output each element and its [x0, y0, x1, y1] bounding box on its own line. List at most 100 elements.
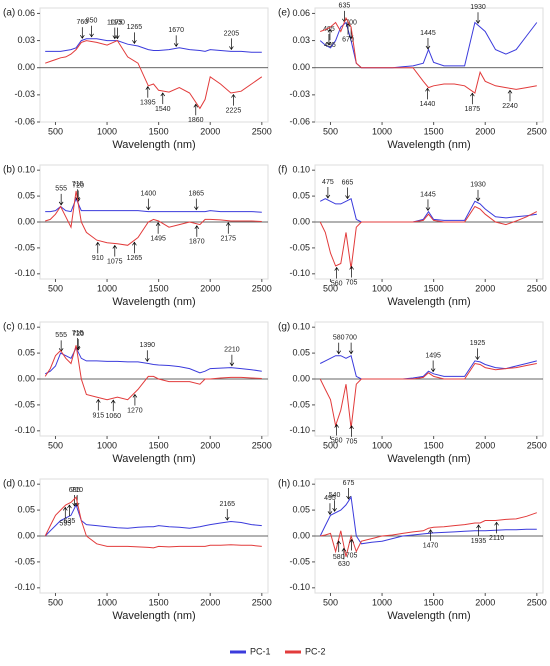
x-tick-label: 1000: [372, 440, 392, 450]
x-tick-label: 1500: [424, 440, 444, 450]
series-line: [44, 346, 262, 375]
y-tick-label: 0.05: [17, 190, 35, 200]
arrow-head: [224, 516, 230, 521]
series-line: [319, 362, 537, 429]
y-tick-label: -0.05: [289, 242, 310, 252]
y-tick-label: 0.00: [292, 216, 310, 226]
x-axis-label: Wavelength (nm): [387, 296, 470, 308]
annotation: 1400: [141, 190, 157, 197]
annotation: 2225: [226, 107, 242, 114]
x-axis-label: Wavelength (nm): [112, 453, 195, 465]
annotation: 1075: [107, 258, 123, 265]
y-tick-label: -0.05: [289, 556, 310, 566]
annotation: 635: [339, 3, 351, 10]
arrow-head: [349, 265, 354, 270]
x-tick-label: 2500: [252, 597, 272, 607]
arrow-head: [425, 45, 431, 50]
annotation: 675: [343, 480, 355, 487]
annotation: 1075: [107, 19, 123, 26]
y-tick-label: 0.00: [17, 373, 35, 383]
x-tick-label: 500: [48, 126, 63, 136]
y-tick-label: -0.05: [14, 399, 35, 409]
arrow-head: [155, 222, 161, 227]
annotation: 1540: [155, 106, 171, 113]
annotation: 560: [331, 437, 343, 444]
arrow-head: [430, 368, 436, 373]
annotation: 1445: [420, 191, 436, 198]
x-tick-label: 2000: [475, 440, 495, 450]
annotation: 685: [69, 487, 81, 494]
y-tick-label: 0.05: [17, 504, 35, 514]
y-tick-label: -0.05: [14, 242, 35, 252]
arrow-head: [74, 502, 80, 507]
y-tick-label: 0.00: [17, 530, 35, 540]
y-tick-label: -0.06: [14, 116, 35, 126]
x-tick-label: 1500: [424, 283, 444, 293]
arrow-head: [336, 350, 342, 355]
x-axis-label: Wavelength (nm): [387, 453, 470, 465]
annotation: 1865: [189, 190, 205, 197]
series-line: [319, 495, 537, 545]
x-tick-label: 2500: [252, 283, 272, 293]
y-tick-label: 0.00: [292, 373, 310, 383]
arrow-head: [425, 87, 430, 92]
annotation: 2240: [502, 103, 518, 110]
series-line: [319, 354, 537, 380]
arrow-head: [327, 28, 333, 33]
legend-label: PC-1: [250, 646, 271, 656]
arrow-head: [62, 506, 68, 511]
panel-label: (d): [3, 479, 15, 490]
y-tick-label: 0.00: [17, 62, 35, 72]
annotation: 710: [71, 487, 83, 494]
arrow-head: [110, 399, 116, 404]
x-tick-label: 2500: [252, 440, 272, 450]
annotation: 1270: [127, 407, 143, 414]
y-tick-label: 0.05: [292, 190, 310, 200]
arrow-head: [346, 495, 351, 500]
arrow-head: [95, 398, 101, 403]
x-tick-label: 2500: [527, 440, 547, 450]
arrow-head: [349, 538, 354, 543]
arrow-head: [132, 40, 137, 44]
annotation: 1875: [465, 106, 481, 113]
series-line: [320, 512, 537, 557]
y-tick-label: -0.03: [289, 89, 310, 99]
y-tick-label: -0.10: [289, 425, 310, 435]
arrow-head: [345, 195, 350, 200]
arrow-head: [229, 46, 234, 51]
x-tick-label: 2500: [252, 126, 272, 136]
annotation: 700: [345, 335, 357, 342]
x-tick-label: 1000: [97, 597, 117, 607]
annotation: 560: [331, 280, 343, 287]
arrow-head: [89, 33, 94, 38]
annotation: 700: [345, 19, 357, 26]
annotation: 850: [86, 18, 98, 25]
arrow-head: [475, 19, 481, 24]
x-tick-label: 2000: [475, 597, 495, 607]
annotation: 2205: [224, 30, 240, 37]
series-line: [320, 16, 537, 94]
x-tick-label: 2000: [475, 126, 495, 136]
annotation: 2165: [219, 501, 235, 508]
annotation: 910: [92, 255, 104, 262]
arrow-head: [115, 35, 120, 40]
annotation: 1440: [420, 101, 436, 108]
arrow-head: [146, 206, 151, 211]
panel-label: (g): [278, 322, 290, 333]
arrow-head: [132, 241, 137, 246]
series-line: [45, 38, 262, 53]
y-tick-label: 0.05: [292, 347, 310, 357]
annotation: 705: [346, 279, 358, 286]
y-tick-label: 0.06: [17, 8, 35, 18]
annotation: 715: [72, 181, 84, 188]
y-tick-label: -0.10: [289, 268, 310, 278]
x-tick-label: 2000: [200, 597, 220, 607]
arrow-head: [336, 540, 342, 545]
arrow-head: [80, 35, 85, 39]
annotation: 580: [333, 554, 345, 561]
y-tick-label: -0.05: [14, 556, 35, 566]
arrow-head: [173, 43, 179, 47]
annotation: 1060: [105, 413, 121, 420]
arrow-head: [160, 92, 166, 97]
